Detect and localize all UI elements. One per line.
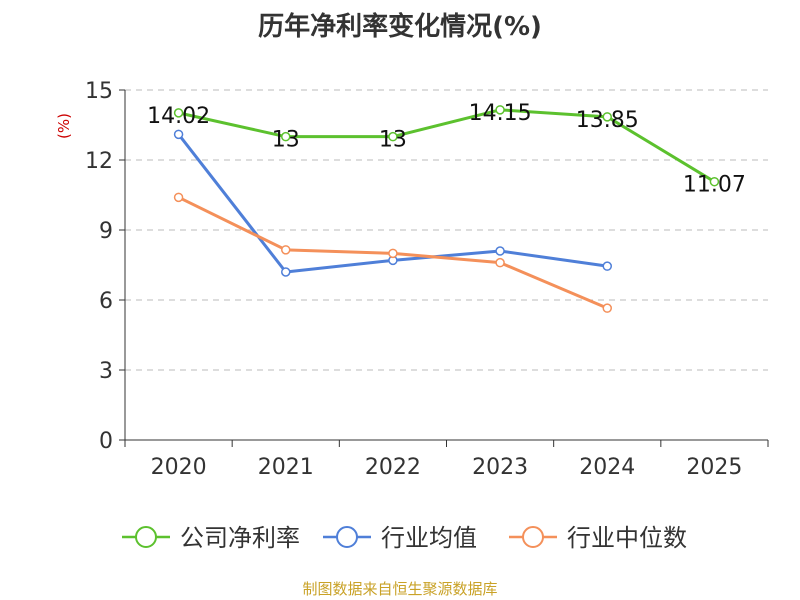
x-tick-label: 2022 bbox=[365, 455, 421, 480]
x-tick-label: 2020 bbox=[151, 455, 207, 480]
grid-lines bbox=[125, 89, 768, 371]
y-tick-label: 9 bbox=[99, 219, 113, 244]
series-line-1 bbox=[178, 108, 716, 183]
data-label: 14.15 bbox=[469, 101, 532, 126]
legend-marker bbox=[336, 526, 358, 548]
legend-item-1[interactable]: 公司净利率 bbox=[122, 524, 300, 552]
data-label: 13.85 bbox=[576, 108, 639, 133]
data-labels: 14.02 13 13 14.15 13.85 11.07 bbox=[147, 101, 746, 198]
axes: 0 3 6 9 12 15 2020 2021 2022 2023 2024 2025 bbox=[85, 79, 769, 480]
data-point bbox=[388, 248, 398, 259]
x-tick-label: 2025 bbox=[686, 455, 742, 480]
data-point bbox=[388, 131, 398, 142]
data-point bbox=[281, 245, 291, 255]
data-point bbox=[173, 108, 184, 118]
data-point bbox=[495, 246, 505, 256]
data-point bbox=[281, 267, 291, 277]
data-point bbox=[173, 192, 184, 203]
legend-label: 行业中位数 bbox=[567, 524, 687, 552]
data-label: 11.07 bbox=[683, 173, 746, 198]
data-point bbox=[709, 176, 720, 187]
x-tick-label: 2024 bbox=[579, 455, 635, 480]
legend-label: 行业均值 bbox=[381, 524, 477, 552]
legend-item-3[interactable]: 行业中位数 bbox=[509, 524, 687, 552]
series-lines bbox=[173, 105, 720, 313]
source-note: 制图数据来自恒生聚源数据库 bbox=[302, 580, 498, 598]
data-point bbox=[173, 129, 184, 140]
legend[interactable]: 公司净利率 行业均值 行业中位数 bbox=[122, 524, 687, 552]
chart-title: 历年净利率变化情况(%) bbox=[258, 12, 542, 42]
y-axis-label: (%) bbox=[55, 113, 73, 139]
x-tick-label: 2021 bbox=[258, 455, 314, 480]
y-tick-label: 0 bbox=[99, 429, 113, 454]
data-point bbox=[281, 131, 291, 142]
legend-item-2[interactable]: 行业均值 bbox=[323, 524, 477, 552]
y-tick-label: 12 bbox=[85, 149, 113, 174]
y-tick-label: 3 bbox=[99, 359, 113, 384]
data-point bbox=[602, 261, 612, 271]
y-tick-label: 15 bbox=[85, 79, 113, 104]
data-point bbox=[495, 105, 505, 115]
data-point bbox=[495, 257, 505, 268]
data-label: 14.02 bbox=[147, 104, 210, 129]
legend-marker bbox=[135, 526, 157, 548]
x-tick-label: 2023 bbox=[472, 455, 528, 480]
data-point bbox=[602, 112, 612, 122]
data-label: 13 bbox=[272, 128, 300, 153]
data-label: 13 bbox=[379, 128, 407, 153]
legend-marker bbox=[522, 526, 544, 548]
legend-label: 公司净利率 bbox=[180, 524, 300, 552]
y-tick-label: 6 bbox=[99, 289, 113, 314]
data-point bbox=[602, 303, 612, 313]
